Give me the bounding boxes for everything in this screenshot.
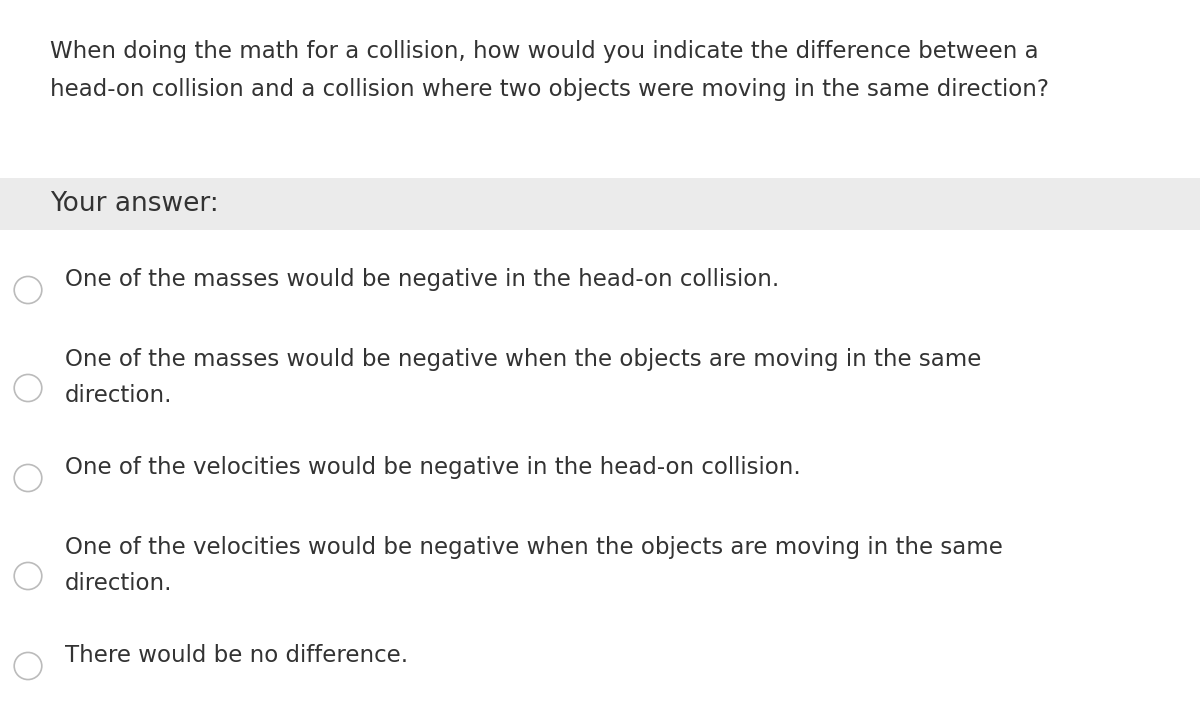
Text: When doing the math for a collision, how would you indicate the difference betwe: When doing the math for a collision, how… <box>50 40 1039 63</box>
Text: head-on collision and a collision where two objects were moving in the same dire: head-on collision and a collision where … <box>50 78 1049 101</box>
Text: One of the masses would be negative in the head-on collision.: One of the masses would be negative in t… <box>65 268 779 291</box>
Text: One of the masses would be negative when the objects are moving in the same: One of the masses would be negative when… <box>65 348 982 371</box>
Text: direction.: direction. <box>65 384 173 407</box>
Text: There would be no difference.: There would be no difference. <box>65 644 408 667</box>
Bar <box>0 178 1200 230</box>
Text: One of the velocities would be negative when the objects are moving in the same: One of the velocities would be negative … <box>65 536 1003 559</box>
Text: direction.: direction. <box>65 572 173 595</box>
Text: Your answer:: Your answer: <box>50 191 218 217</box>
Text: One of the velocities would be negative in the head-on collision.: One of the velocities would be negative … <box>65 456 800 479</box>
